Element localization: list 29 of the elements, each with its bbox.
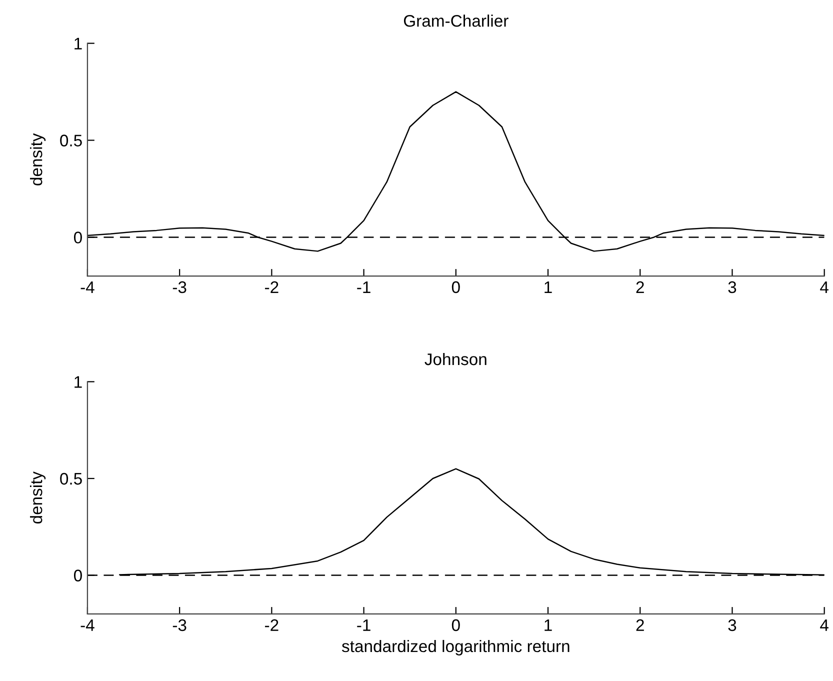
x-tick-label: -4 <box>80 619 94 631</box>
x-tick-label: -4 <box>80 281 94 293</box>
x-tick-label: 1 <box>544 619 552 631</box>
x-tick-label: -1 <box>357 281 370 293</box>
y-tick-label: 0.5 <box>60 134 82 146</box>
y-axis-title: density <box>30 133 46 186</box>
x-tick-label: 0 <box>452 619 460 632</box>
x-tick-label: -1 <box>357 619 370 631</box>
x-axis-title: standardized logarithmic return <box>342 640 570 656</box>
y-tick-label: 0.5 <box>60 472 82 485</box>
y-tick-label: 1 <box>74 376 82 388</box>
y-axis-title: density <box>30 471 46 524</box>
y-tick-label: 0 <box>74 232 82 244</box>
x-tick-label: -2 <box>265 281 278 293</box>
x-tick-label: -2 <box>265 619 278 631</box>
x-tick-label: 2 <box>636 281 644 293</box>
x-tick-label: 3 <box>728 281 736 294</box>
chart-title: Gram-Charlier <box>404 14 508 27</box>
x-tick-label: 0 <box>452 281 460 294</box>
x-tick-label: 3 <box>728 619 736 632</box>
x-tick-label: -3 <box>172 281 186 294</box>
chart-title: Johnson <box>424 352 486 366</box>
y-tick-label: 0 <box>74 570 82 582</box>
x-tick-label: -3 <box>172 619 186 632</box>
x-tick-label: 1 <box>544 281 552 293</box>
x-tick-label: 4 <box>820 281 828 293</box>
x-tick-label: 2 <box>636 619 644 631</box>
x-tick-label: 4 <box>820 619 828 631</box>
y-tick-label: 1 <box>74 38 82 50</box>
